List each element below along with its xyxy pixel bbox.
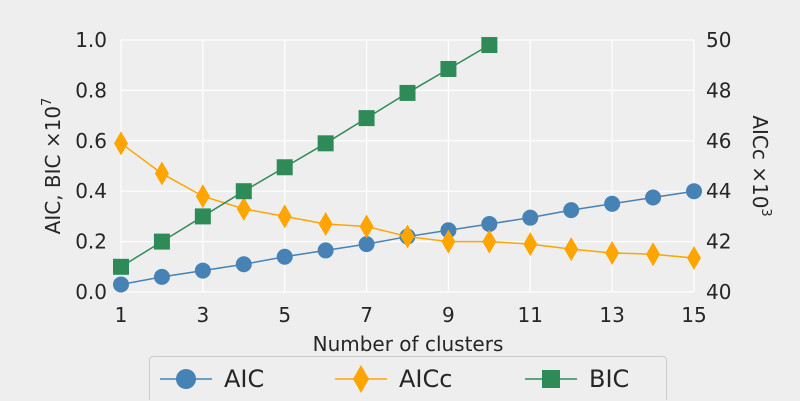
aic-point <box>194 262 211 279</box>
aic-point <box>686 183 702 200</box>
bic-point <box>399 84 416 101</box>
aicc-point <box>195 184 210 209</box>
plot-area <box>121 40 694 292</box>
bic-point <box>276 159 293 176</box>
aic-point <box>276 248 293 265</box>
aicc-point <box>114 131 128 156</box>
aic-point <box>481 215 498 232</box>
right-axis-title: AICc ×103 <box>748 115 773 216</box>
aicc-point <box>359 214 374 239</box>
bic-point <box>235 183 252 200</box>
right-y-tick-label: 44 <box>706 179 731 203</box>
left-y-tick-label: 0.2 <box>75 230 107 254</box>
tick-labels: 1 3 5 7 9 11 13 150.00.20.40.60.81.040424446485… <box>75 28 731 327</box>
aicc-point <box>687 245 701 270</box>
right-y-tick-label: 50 <box>706 28 731 52</box>
bic-point <box>113 258 129 275</box>
aic-legend-marker <box>160 369 212 389</box>
aicc-legend-marker <box>335 365 387 393</box>
legend-label-aic: AIC <box>224 365 265 393</box>
bic-legend-marker <box>525 370 577 388</box>
aic-point <box>645 189 662 206</box>
bic-point <box>440 60 457 77</box>
aic-point <box>604 195 621 212</box>
x-axis-title: Number of clusters <box>313 332 504 356</box>
aic-point <box>113 276 129 293</box>
legend-item-aicc: AICc <box>335 357 452 401</box>
x-tick-label: 1 <box>115 303 128 327</box>
x-tick-label: 3 <box>196 303 209 327</box>
legend: AIC AICc BIC <box>149 356 667 400</box>
aicc-point <box>236 196 251 221</box>
legend-item-bic: BIC <box>525 357 629 401</box>
aicc-point <box>482 229 497 254</box>
left-y-tick-label: 1.0 <box>75 28 107 52</box>
left-y-tick-label: 0.6 <box>75 129 107 153</box>
series-layer <box>113 37 702 293</box>
aic-point <box>153 268 170 285</box>
left-y-tick-label: 0.4 <box>75 179 107 203</box>
bic-line <box>120 44 490 268</box>
right-y-tick-label: 46 <box>706 129 731 153</box>
left-axis-title: AIC, BIC ×107 <box>40 98 65 235</box>
aic-point <box>358 236 375 253</box>
bic-point <box>481 37 498 54</box>
left-y-tick-label: 0.0 <box>75 280 107 304</box>
bic-point <box>358 110 375 127</box>
aicc-point <box>400 224 415 249</box>
x-tick-label: 15 <box>681 303 706 327</box>
aicc-point <box>318 211 333 236</box>
aicc-point <box>441 229 456 254</box>
aicc-point <box>154 161 169 186</box>
bic-point <box>194 208 211 225</box>
x-tick-label: 5 <box>278 303 291 327</box>
legend-label-bic: BIC <box>589 365 630 393</box>
right-y-tick-label: 48 <box>706 78 731 102</box>
x-tick-label: 9 <box>442 303 455 327</box>
bic-point <box>153 233 170 250</box>
aicc-point <box>523 232 538 257</box>
x-tick-label: 13 <box>599 303 624 327</box>
aic-point <box>522 209 539 226</box>
left-y-tick-label: 0.8 <box>75 78 107 102</box>
legend-item-aic: AIC <box>160 357 264 401</box>
bic-point <box>317 135 334 152</box>
aicc-point <box>605 240 620 265</box>
aicc-point <box>646 242 661 267</box>
aic-point <box>563 202 580 219</box>
aicc-point <box>564 237 579 262</box>
legend-label-aicc: AICc <box>399 365 453 393</box>
right-y-tick-label: 40 <box>706 280 731 304</box>
x-tick-label: 11 <box>518 303 543 327</box>
aic-point <box>235 256 252 273</box>
aicc-point <box>277 204 292 229</box>
aic-point <box>317 242 334 259</box>
right-y-tick-label: 42 <box>706 230 731 254</box>
x-tick-label: 7 <box>360 303 373 327</box>
